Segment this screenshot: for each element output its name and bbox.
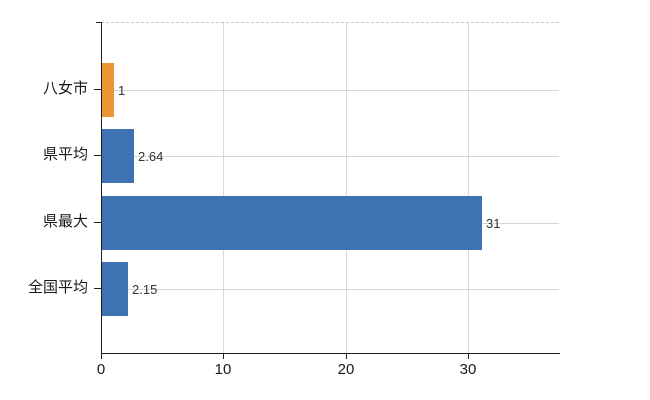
x-axis-line — [101, 353, 560, 354]
y-axis-top-tick — [96, 22, 102, 23]
horizontal-gridline — [102, 90, 559, 91]
vertical-gridline-20 — [345, 23, 347, 353]
category-label-4: 全国平均 — [27, 279, 88, 296]
y-axis-tick — [94, 222, 101, 223]
y-axis-tick — [94, 155, 101, 156]
bar-value-label: 2.15 — [132, 282, 158, 297]
vertical-gridline-10 — [223, 23, 225, 353]
y-axis-tick — [94, 288, 101, 289]
bar-4 — [102, 262, 128, 316]
category-label-1: 八女市 — [42, 80, 88, 97]
vertical-gridline-30 — [468, 23, 470, 353]
x-tick-label-10: 10 — [214, 361, 232, 378]
x-axis-tick — [468, 354, 469, 359]
bar-1 — [102, 63, 114, 117]
horizontal-gridline — [102, 156, 559, 157]
category-label-3: 県最大 — [42, 213, 88, 230]
x-tick-label-30: 30 — [459, 361, 477, 378]
bar-value-label: 31 — [486, 216, 501, 231]
x-axis-tick — [346, 354, 347, 359]
x-tick-label-0: 0 — [96, 361, 106, 378]
horizontal-gridline — [102, 289, 559, 290]
x-tick-label-20: 20 — [337, 361, 355, 378]
bar-value-label: 2.64 — [138, 149, 164, 164]
y-axis-tick — [94, 89, 101, 90]
bar-2 — [102, 129, 134, 183]
x-axis-tick — [101, 354, 102, 359]
category-label-2: 県平均 — [42, 146, 88, 163]
bar-3 — [102, 196, 482, 250]
bar-value-label: 1 — [118, 83, 126, 98]
x-axis-tick — [223, 354, 224, 359]
plot-area: 1 2.64 31 2.15 — [101, 22, 559, 353]
